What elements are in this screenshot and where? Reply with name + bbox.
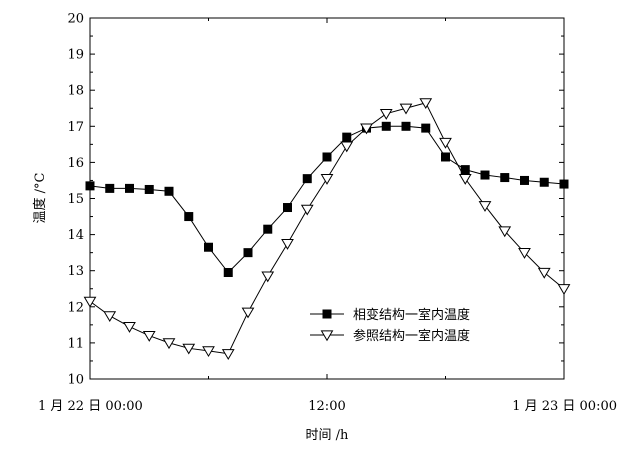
- y-tick-label: 10: [67, 373, 84, 388]
- data-point-square: [421, 123, 431, 133]
- data-point-triangle: [261, 271, 275, 283]
- data-point-triangle: [281, 239, 294, 250]
- data-point-square: [480, 170, 490, 180]
- y-tick-label: 17: [67, 120, 84, 135]
- y-tick-label: 15: [67, 192, 84, 207]
- data-point-triangle: [202, 346, 215, 358]
- data-point-square: [539, 177, 549, 187]
- data-point-square: [184, 212, 194, 222]
- data-point-triangle: [439, 137, 452, 149]
- data-point-square: [144, 184, 154, 194]
- data-point-triangle: [419, 98, 433, 110]
- y-tick-label: 18: [67, 84, 84, 99]
- x-tick-label: 12:00: [308, 399, 345, 414]
- series-2: [83, 98, 571, 360]
- data-point-square: [125, 183, 134, 193]
- data-point-triangle: [103, 311, 117, 323]
- x-axis: 1 月 22 日 00:00 12:00 1 月 23 日 00:00: [38, 18, 617, 414]
- data-point-triangle: [221, 349, 235, 360]
- data-point-square: [342, 132, 352, 142]
- y-axis: 10 11 12 13 14 15 16 17 18 19 20: [67, 12, 564, 388]
- data-point-triangle: [458, 174, 472, 185]
- data-point-square: [559, 179, 569, 189]
- data-point-triangle: [162, 338, 176, 350]
- data-point-square: [322, 309, 332, 319]
- data-point-square: [500, 173, 510, 183]
- data-point-triangle: [320, 174, 334, 185]
- data-point-square: [243, 248, 253, 258]
- data-point-square: [164, 186, 174, 196]
- data-point-square: [204, 242, 213, 252]
- data-point-triangle: [182, 343, 196, 355]
- data-point-triangle: [379, 109, 393, 120]
- data-point-square: [223, 268, 233, 278]
- data-point-triangle: [241, 307, 255, 319]
- data-point-square: [322, 152, 332, 162]
- data-point-square: [302, 174, 312, 184]
- data-point-triangle: [142, 331, 156, 342]
- data-point-triangle: [478, 201, 492, 212]
- x-tick-label: 1 月 23 日 00:00: [512, 399, 617, 414]
- plot-frame: [89, 17, 565, 380]
- data-point-square: [520, 175, 529, 185]
- y-tick-label: 20: [67, 12, 84, 27]
- data-point-triangle: [518, 248, 531, 259]
- y-tick-label: 19: [67, 48, 84, 63]
- data-point-triangle: [123, 322, 136, 333]
- y-tick-label: 11: [67, 336, 84, 351]
- data-point-triangle: [498, 226, 512, 238]
- y-tick-label: 13: [67, 264, 84, 279]
- legend-label: 相变结构一室内温度: [353, 307, 470, 323]
- data-point-square: [263, 224, 273, 234]
- y-tick-label: 12: [67, 300, 84, 315]
- data-point-square: [441, 152, 450, 162]
- legend-label: 参照结构一室内温度: [353, 328, 470, 344]
- data-point-triangle: [557, 284, 571, 295]
- data-point-square: [85, 181, 95, 191]
- y-axis-title: 温度 /°C: [32, 172, 48, 223]
- data-point-square: [401, 121, 411, 131]
- data-point-triangle: [537, 267, 551, 279]
- series-layer: [83, 98, 571, 360]
- data-point-triangle: [399, 103, 413, 115]
- y-tick-label: 16: [67, 156, 84, 171]
- legend-item: 相变结构一室内温度: [310, 307, 470, 323]
- data-point-triangle: [340, 141, 354, 153]
- series-line: [89, 125, 565, 274]
- data-point-triangle: [300, 204, 314, 216]
- data-point-square: [460, 165, 470, 175]
- x-tick-label: 1 月 22 日 00:00: [38, 399, 143, 414]
- data-point-triangle: [320, 330, 334, 342]
- legend-item: 参照结构一室内温度: [310, 328, 470, 344]
- y-tick-label: 14: [67, 228, 84, 243]
- x-axis-title: 时间 /h: [306, 428, 350, 443]
- series-1: [85, 121, 569, 278]
- data-point-square: [381, 121, 391, 131]
- data-point-triangle: [360, 123, 373, 135]
- data-point-square: [105, 183, 115, 193]
- data-point-triangle: [83, 296, 97, 308]
- data-point-square: [283, 203, 292, 213]
